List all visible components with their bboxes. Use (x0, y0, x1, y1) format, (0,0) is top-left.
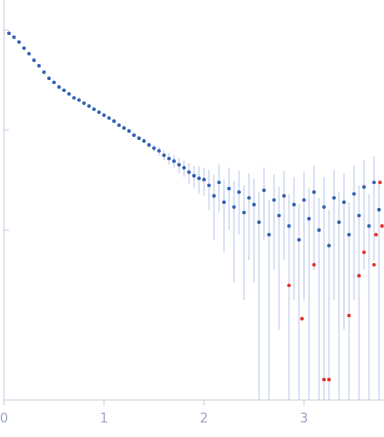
point (162, 153, 166, 158)
point (247, 196, 251, 200)
point (107, 116, 111, 120)
point (192, 173, 196, 178)
point (172, 159, 176, 163)
point (147, 143, 151, 147)
point (282, 194, 286, 198)
point (342, 200, 346, 205)
point (357, 273, 361, 278)
point (22, 46, 26, 50)
point (332, 196, 336, 200)
point (357, 213, 361, 218)
point (374, 232, 378, 237)
point (7, 31, 11, 36)
point (202, 177, 206, 182)
point (287, 224, 291, 228)
point (82, 101, 86, 105)
point (207, 183, 211, 188)
point (347, 232, 351, 237)
point (367, 224, 371, 228)
point (300, 316, 304, 321)
point (262, 188, 266, 193)
point (232, 205, 236, 209)
point (52, 80, 56, 85)
point (297, 237, 301, 242)
point (12, 35, 16, 39)
point (72, 96, 76, 100)
point (47, 76, 51, 81)
point (187, 170, 191, 174)
point (167, 156, 171, 161)
point (237, 190, 241, 194)
point (312, 262, 316, 267)
point (277, 213, 281, 218)
point (307, 216, 311, 221)
point (27, 51, 31, 56)
point (152, 146, 156, 150)
point (322, 377, 326, 382)
point (217, 180, 221, 185)
point (372, 180, 376, 185)
point (57, 85, 61, 89)
point (177, 162, 181, 167)
point (87, 104, 91, 108)
point (197, 176, 201, 181)
point (67, 92, 71, 96)
point (137, 136, 141, 140)
point (242, 210, 246, 215)
point (352, 192, 356, 196)
point (97, 110, 101, 115)
x-tick-label: 0 (0, 412, 8, 427)
point (212, 194, 216, 198)
point (182, 165, 186, 170)
point (127, 129, 131, 133)
point (92, 107, 96, 111)
point (302, 198, 306, 202)
point (142, 139, 146, 143)
point (287, 283, 291, 288)
point (37, 63, 41, 68)
point (117, 123, 121, 127)
point (267, 232, 271, 237)
x-tick-label: 1 (100, 412, 108, 427)
point (378, 180, 382, 185)
point (337, 220, 341, 224)
point (252, 202, 256, 207)
point (257, 220, 261, 224)
point (312, 190, 316, 194)
point (42, 70, 46, 74)
x-tick-label: 2 (200, 412, 208, 427)
point (32, 58, 36, 63)
point (62, 88, 66, 93)
point (272, 198, 276, 202)
point (77, 98, 81, 102)
point (317, 228, 321, 232)
point (122, 126, 126, 130)
x-tick-label: 3 (300, 412, 308, 427)
point (132, 133, 136, 137)
point (362, 250, 366, 255)
point (327, 377, 331, 382)
point (292, 202, 296, 207)
point (362, 185, 366, 189)
point (372, 262, 376, 267)
point (377, 207, 381, 212)
point (222, 200, 226, 205)
point (327, 243, 331, 248)
point (347, 313, 351, 318)
point (112, 119, 116, 123)
point (227, 186, 231, 191)
point (17, 40, 21, 44)
point (102, 113, 106, 117)
point (322, 205, 326, 209)
point (380, 224, 384, 228)
point (157, 149, 161, 153)
